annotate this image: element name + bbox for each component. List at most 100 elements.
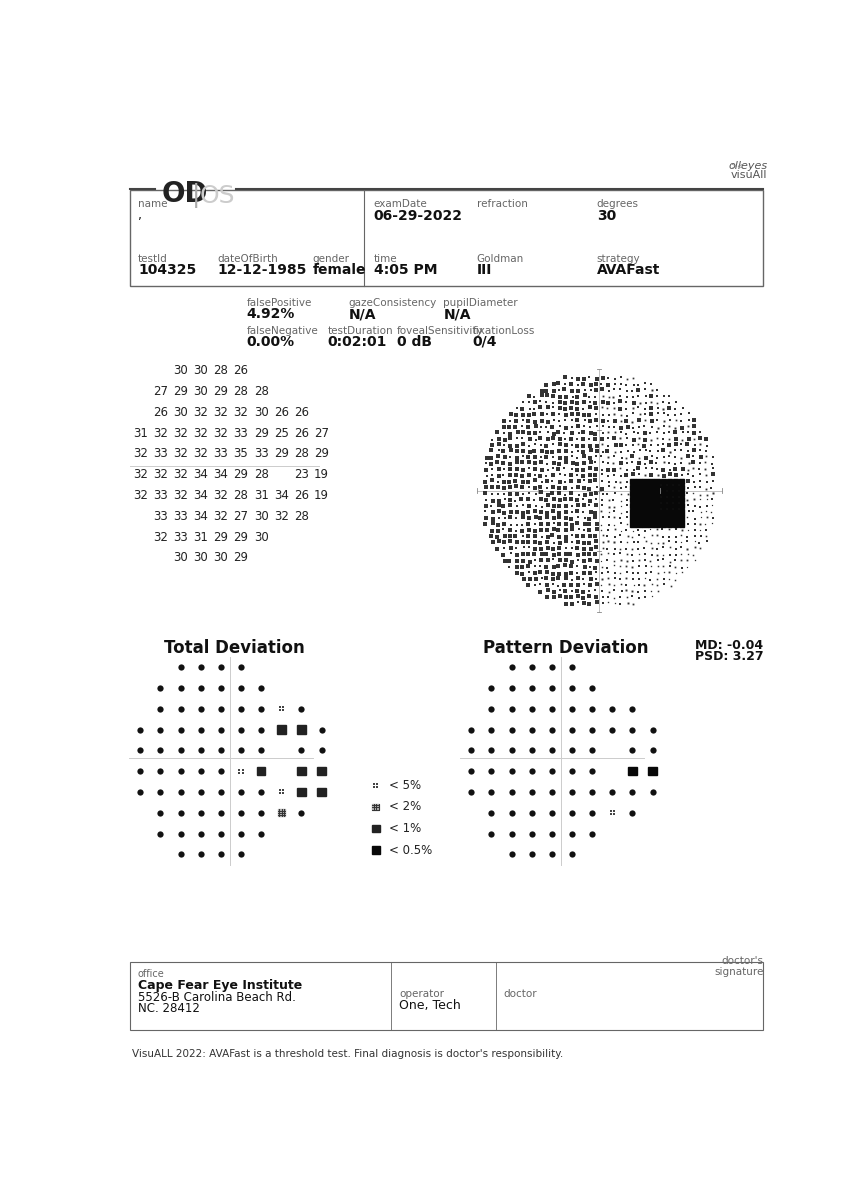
Text: testId: testId: [138, 254, 168, 264]
Text: examDate: examDate: [373, 199, 427, 210]
Bar: [661, 479, 666, 484]
Text: visuAll: visuAll: [731, 170, 767, 180]
Text: 34: 34: [214, 468, 228, 481]
Text: 12-12-1985: 12-12-1985: [217, 263, 306, 277]
Text: 30: 30: [194, 385, 208, 398]
Text: refraction: refraction: [477, 199, 528, 210]
Bar: [667, 497, 672, 503]
Bar: [679, 485, 685, 490]
Text: doctor: doctor: [503, 989, 537, 998]
Bar: [679, 509, 685, 515]
Bar: [673, 521, 679, 527]
Bar: [630, 491, 635, 497]
Bar: [636, 479, 641, 484]
Bar: [636, 491, 641, 497]
Bar: [648, 479, 654, 484]
Bar: [372, 846, 380, 854]
Text: 29: 29: [314, 448, 329, 461]
Bar: [630, 521, 635, 527]
Text: 33: 33: [174, 530, 188, 544]
Bar: [636, 509, 641, 515]
Text: 31: 31: [253, 488, 268, 502]
Bar: [661, 521, 666, 527]
Bar: [642, 485, 648, 490]
Bar: [297, 725, 306, 734]
Text: N/A: N/A: [444, 307, 470, 322]
Bar: [648, 509, 654, 515]
Text: III: III: [477, 263, 492, 277]
Text: 25: 25: [274, 426, 289, 439]
Text: 34: 34: [194, 468, 208, 481]
Text: 32: 32: [133, 468, 148, 481]
Text: 29: 29: [253, 426, 269, 439]
Text: 30: 30: [253, 530, 268, 544]
Text: fovealSensitivity: fovealSensitivity: [397, 325, 483, 336]
Text: 30: 30: [214, 551, 228, 564]
Text: 30: 30: [174, 551, 188, 564]
Bar: [667, 491, 672, 497]
Text: 32: 32: [173, 448, 188, 461]
Bar: [642, 497, 648, 503]
Text: OS: OS: [200, 184, 235, 208]
Bar: [636, 515, 641, 521]
Text: 19: 19: [314, 468, 329, 481]
Text: < 0.5%: < 0.5%: [389, 844, 432, 857]
Text: 33: 33: [253, 448, 268, 461]
Bar: [630, 503, 635, 509]
Text: 32: 32: [214, 488, 228, 502]
Text: 28: 28: [233, 488, 248, 502]
Text: Cape Fear Eye Institute: Cape Fear Eye Institute: [138, 979, 302, 991]
Text: gender: gender: [312, 254, 349, 264]
Text: 33: 33: [233, 426, 248, 439]
Bar: [642, 479, 648, 484]
Text: 06-29-2022: 06-29-2022: [373, 209, 463, 223]
Text: PSD: 3.27: PSD: 3.27: [694, 650, 763, 662]
Text: time: time: [373, 254, 398, 264]
Bar: [679, 491, 685, 497]
Text: OD: OD: [161, 180, 207, 208]
Text: 28: 28: [253, 385, 268, 398]
Text: doctor's
signature: doctor's signature: [714, 955, 763, 977]
Text: NC. 28412: NC. 28412: [138, 1002, 200, 1015]
Bar: [642, 491, 648, 497]
Bar: [648, 767, 657, 775]
Bar: [667, 515, 672, 521]
Text: 30: 30: [253, 406, 268, 419]
Bar: [297, 767, 306, 775]
Text: 32: 32: [153, 530, 168, 544]
Bar: [628, 767, 636, 775]
Text: 30: 30: [194, 365, 208, 377]
Bar: [654, 485, 660, 490]
Text: female: female: [312, 263, 365, 277]
Bar: [667, 485, 672, 490]
Text: 29: 29: [214, 385, 228, 398]
Text: operator: operator: [399, 989, 444, 998]
Text: 32: 32: [173, 488, 188, 502]
Text: 32: 32: [194, 426, 208, 439]
Bar: [679, 497, 685, 503]
Text: gazeConsistency: gazeConsistency: [349, 298, 437, 308]
Text: 26: 26: [273, 406, 289, 419]
Text: < 5%: < 5%: [389, 779, 421, 792]
Text: 34: 34: [194, 510, 208, 523]
Text: 29: 29: [273, 448, 289, 461]
Bar: [654, 491, 660, 497]
Text: falseNegative: falseNegative: [247, 325, 319, 336]
Text: < 2%: < 2%: [389, 800, 421, 814]
Text: 34: 34: [194, 488, 208, 502]
Bar: [661, 503, 666, 509]
Bar: [673, 497, 679, 503]
Bar: [630, 515, 635, 521]
Text: Total Deviation: Total Deviation: [164, 640, 306, 658]
Bar: [636, 485, 641, 490]
Text: 32: 32: [214, 406, 228, 419]
Text: 30: 30: [194, 551, 208, 564]
Bar: [642, 509, 648, 515]
Text: 32: 32: [194, 448, 208, 461]
Bar: [642, 521, 648, 527]
Text: 19: 19: [314, 488, 329, 502]
Text: 0 dB: 0 dB: [397, 335, 431, 349]
Bar: [667, 509, 672, 515]
Text: 35: 35: [233, 448, 248, 461]
Text: 5526-B Carolina Beach Rd.: 5526-B Carolina Beach Rd.: [138, 991, 296, 1004]
